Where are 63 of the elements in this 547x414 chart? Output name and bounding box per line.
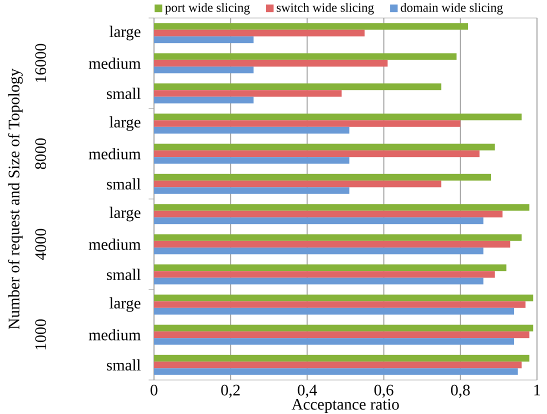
- bar: [154, 180, 442, 188]
- bar: [154, 217, 484, 224]
- bar: [154, 338, 514, 345]
- bar: [154, 210, 503, 218]
- y-tick-label: large: [110, 297, 140, 312]
- bar: [154, 324, 534, 332]
- y-tick-label: small: [106, 88, 141, 100]
- y-tick-label: medium: [88, 238, 141, 250]
- bar: [154, 53, 457, 60]
- x-tick-label: 0,4: [298, 384, 317, 398]
- y-tick-label: large: [110, 116, 140, 131]
- bar: [154, 157, 350, 164]
- bar: [154, 36, 254, 44]
- bar: [154, 23, 468, 30]
- bar: [154, 60, 388, 67]
- text: 1000: [35, 319, 46, 350]
- y-tick-label: medium: [88, 329, 141, 340]
- y-axis-title: Number of request and Size of Topology: [8, 68, 23, 330]
- bar: [154, 278, 484, 284]
- bar: [154, 354, 530, 362]
- bar: [154, 240, 510, 248]
- y-tick-label: small: [106, 178, 141, 190]
- bar: [154, 83, 442, 90]
- bar: [154, 114, 522, 120]
- y-tick-label: medium: [88, 148, 141, 160]
- x-axis-title: Acceptance ratio: [292, 398, 399, 413]
- text: 4000: [35, 228, 46, 260]
- bar: [154, 248, 484, 254]
- bar: [154, 331, 530, 338]
- bar: [154, 66, 254, 74]
- text: 16000: [35, 44, 46, 82]
- y-tick-label: medium: [88, 58, 141, 69]
- bar: [154, 234, 522, 241]
- bar: [154, 144, 495, 150]
- bar: [154, 174, 492, 181]
- bar: [154, 96, 254, 104]
- text: 8000: [35, 138, 46, 170]
- y-tick-label: large: [110, 26, 140, 40]
- x-tick-label: 0,2: [221, 384, 240, 398]
- x-tick-label: 1: [534, 384, 540, 396]
- bar: [154, 90, 342, 97]
- x-tick-label: 0,6: [374, 384, 394, 398]
- bar: [154, 126, 350, 134]
- bar: [154, 264, 506, 272]
- bar: [154, 120, 460, 127]
- bar: [154, 362, 522, 368]
- bar: [154, 308, 514, 315]
- bar: [154, 187, 350, 194]
- legend-label: domain wide slicing: [400, 2, 503, 14]
- bar: [154, 301, 526, 308]
- legend-label: port wide slicing: [165, 2, 250, 14]
- bar: [154, 30, 365, 36]
- x-tick-label: 0: [150, 384, 158, 396]
- y-tick-label: large: [110, 206, 140, 222]
- bar: [154, 294, 534, 302]
- bar: [154, 271, 495, 278]
- bar: [154, 204, 530, 211]
- bar: [154, 150, 480, 158]
- y-tick-label: small: [106, 268, 141, 280]
- legend-label: switch wide slicing: [276, 2, 374, 14]
- x-tick-label: 0,8: [451, 384, 470, 398]
- y-tick-label: small: [106, 359, 141, 371]
- bar: [154, 368, 518, 375]
